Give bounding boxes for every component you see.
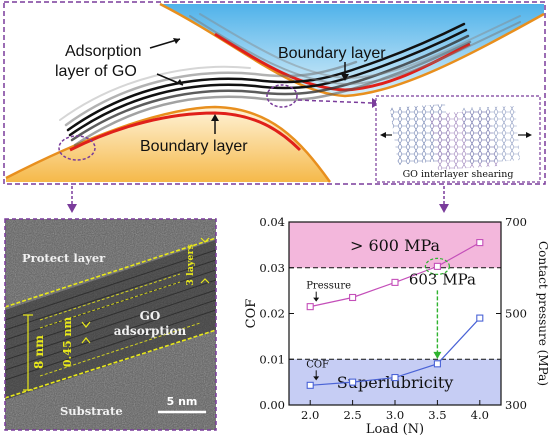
tem-label-substrate: Substrate — [60, 404, 123, 418]
y-tick-label-0: 0.00 — [259, 398, 285, 412]
pointer-boundary-bottom-head — [211, 114, 219, 121]
tem-scale-label: 5 nm — [167, 395, 198, 408]
label-boundary-bottom: Boundary layer — [140, 138, 248, 155]
tem-go-band — [5, 240, 216, 400]
tem-frame — [4, 218, 217, 431]
bottom-surface-edge — [5, 105, 332, 183]
chart-annotations: 603 MPa — [409, 257, 476, 359]
schematic-panel: Adsorption layer of GO Boundary layer Bo… — [3, 1, 546, 213]
y-tick-label-3: 0.03 — [259, 261, 285, 275]
band-label-1: Superlubricity — [337, 373, 454, 392]
bottom-surface — [6, 107, 330, 182]
series-label-cof: COF — [306, 359, 329, 370]
annotation-drop-head-0 — [433, 351, 442, 359]
tem-spacing-arrow-top — [81, 321, 91, 328]
point-pressure-1 — [349, 293, 357, 302]
band-0 — [289, 222, 501, 268]
x-tick-label-2: 3.0 — [386, 408, 404, 422]
pointer-adsorption-2-head — [176, 79, 183, 85]
y2-tick-label-1: 500 — [505, 307, 527, 321]
tem-label-8nm: 8 nm — [32, 335, 46, 369]
point-cof-2 — [391, 373, 399, 382]
tem-label-go-line1: GO — [140, 309, 161, 323]
pointer-boundary-top-head — [341, 74, 349, 81]
y-tick-label-1: 0.01 — [259, 352, 285, 366]
tem-inner-line-1 — [39, 273, 181, 321]
point-cof-3 — [433, 360, 441, 368]
chart-bands: > 600 MPa Superlubricity — [289, 222, 501, 405]
shearing-inset-caption: GO interlayer shearing — [403, 169, 514, 180]
x-tick-label-3: 3.5 — [428, 408, 446, 422]
series-label-pressure: Pressure — [306, 281, 351, 292]
go-adsorption-layers — [59, 13, 521, 147]
tem-inner-line-2 — [39, 281, 181, 329]
point-cof-4 — [476, 314, 484, 322]
tem-boundary-lower — [5, 329, 216, 399]
tem-layers-arrow-top — [200, 237, 210, 243]
tem-label-go-line2: adsorption — [114, 324, 187, 338]
y-tick-label-2: 0.02 — [259, 307, 285, 321]
y2-tick-label-2: 700 — [505, 215, 527, 229]
point-cof-1 — [349, 378, 357, 386]
y2-tick-label-0: 300 — [505, 398, 527, 412]
point-pressure-3 — [433, 262, 441, 270]
callout-down-tem-head — [67, 204, 77, 213]
x-tick-label-1: 2.5 — [343, 408, 361, 422]
graphene-sheet-3 — [462, 106, 520, 164]
point-pressure-4 — [476, 239, 484, 247]
tem-boundary-upper — [5, 237, 216, 308]
pointer-adsorption-1-head — [173, 38, 180, 44]
point-cof-0 — [306, 381, 314, 389]
x-tick-label-4: 4.0 — [471, 408, 489, 422]
callout-down-chart-head — [439, 204, 449, 213]
y-axis-label: COF — [244, 299, 259, 329]
bottom-boundary-red — [69, 111, 302, 152]
callout-circle-shear — [266, 84, 298, 108]
band-1 — [289, 359, 501, 405]
x-axis-label: Load (N) — [366, 422, 424, 435]
shear-arrow-right-head — [526, 132, 532, 138]
label-boundary-top: Boundary layer — [278, 45, 386, 62]
chart-ticks: 2.0 2.5 3.0 3.5 4.0 0.00 0.01 0.02 0.03 0.04 300 50… — [259, 215, 527, 422]
label-adsorption-line2: layer of GO — [55, 63, 137, 80]
chart-series: Pressure COF — [306, 239, 484, 389]
tem-label-layers: 3 layers — [185, 244, 196, 286]
label-adsorption-line1: Adsorption — [65, 43, 142, 60]
series-pointer-head-cof — [313, 376, 320, 381]
y-tick-label-4: 0.04 — [259, 215, 285, 229]
tem-label-protect: Protect layer — [22, 251, 106, 265]
shearing-inset: GO interlayer shearing — [375, 95, 541, 183]
y2-axis-label: Contact pressure (MPa) — [536, 241, 550, 386]
x-tick-label-0: 2.0 — [301, 408, 319, 422]
series-pointer-head-pressure — [313, 297, 320, 302]
plot-frame — [288, 221, 502, 406]
tem-layers-arrow-bottom — [200, 278, 210, 284]
point-pressure-2 — [391, 278, 399, 286]
annotation-circle-0 — [424, 257, 450, 275]
chart-panel: > 600 MPa Superlubricity 2.0 2.5 3.0 3.5 4.0 0… — [244, 215, 550, 435]
callout-line-shear — [297, 99, 373, 104]
point-pressure-0 — [306, 303, 314, 311]
shear-arrow-left-head — [380, 132, 386, 138]
band-label-0: > 600 MPa — [350, 236, 441, 255]
tem-inner-line-3 — [39, 322, 201, 377]
tem-panel: 8 nm 0.45 nm 3 layers Protect layer GO a… — [4, 218, 217, 431]
callout-circle-tem — [58, 135, 96, 161]
tem-label-spacing: 0.45 nm — [61, 317, 74, 368]
tem-spacing-arrow-bottom — [81, 337, 91, 344]
top-surface — [160, 4, 544, 96]
annotation-label-0: 603 MPa — [409, 270, 476, 288]
